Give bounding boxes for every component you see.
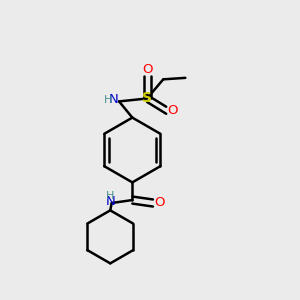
Text: O: O [154,196,165,209]
Text: H: H [106,190,114,201]
Text: O: O [142,62,152,76]
Text: N: N [109,93,119,106]
Text: O: O [167,104,178,117]
Text: N: N [105,195,115,208]
Text: H: H [104,95,112,105]
Text: S: S [142,92,152,106]
